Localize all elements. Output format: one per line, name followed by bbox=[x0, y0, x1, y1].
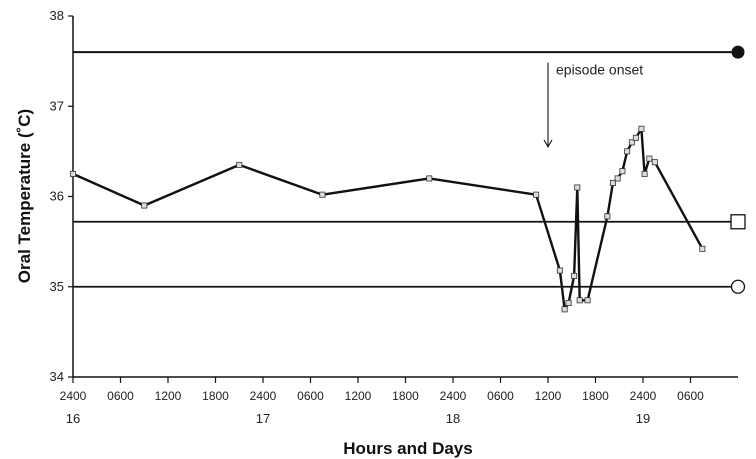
x-tick-label: 1800 bbox=[392, 389, 419, 403]
x-tick-label: 1200 bbox=[535, 389, 562, 403]
temperature-series bbox=[70, 125, 706, 313]
data-point bbox=[561, 306, 568, 313]
data-point bbox=[641, 170, 648, 177]
x-tick-label: 1200 bbox=[345, 389, 372, 403]
x-tick-label: 0600 bbox=[677, 389, 704, 403]
day-label: 16 bbox=[66, 411, 80, 426]
data-point bbox=[604, 213, 611, 220]
day-label: 17 bbox=[256, 411, 270, 426]
data-point bbox=[638, 125, 645, 132]
data-point bbox=[619, 168, 626, 175]
x-tick-label: 1200 bbox=[155, 389, 182, 403]
filled-circle-marker bbox=[731, 45, 745, 59]
y-tick-label: 34 bbox=[50, 369, 64, 384]
data-point bbox=[556, 267, 563, 274]
annotation-arrowhead bbox=[543, 139, 553, 148]
x-tick-label: 0600 bbox=[487, 389, 514, 403]
annotations: episode onset bbox=[543, 62, 643, 148]
data-point bbox=[628, 139, 635, 146]
x-tick-label: 0600 bbox=[297, 389, 324, 403]
data-point bbox=[646, 155, 653, 162]
x-axis: 2400 0600 1200 1800 2400 0600 1200 1800 2400 0600… bbox=[60, 377, 704, 426]
x-tick-label: 1800 bbox=[202, 389, 229, 403]
data-point bbox=[70, 170, 77, 177]
data-point bbox=[574, 184, 581, 191]
y-tick-label: 36 bbox=[50, 189, 64, 204]
data-point bbox=[576, 297, 583, 304]
data-point bbox=[624, 148, 631, 155]
data-point bbox=[426, 175, 433, 182]
x-tick-label: 0600 bbox=[107, 389, 134, 403]
x-tick-label: 2400 bbox=[60, 389, 87, 403]
data-point bbox=[609, 179, 616, 186]
y-tick-label: 38 bbox=[50, 8, 64, 23]
data-point bbox=[614, 175, 621, 182]
y-tick-label: 37 bbox=[50, 98, 64, 113]
open-circle-marker bbox=[730, 279, 746, 294]
x-tick-label: 1800 bbox=[582, 389, 609, 403]
x-tick-label: 2400 bbox=[630, 389, 657, 403]
reference-lines bbox=[73, 45, 746, 294]
x-axis-label: Hours and Days bbox=[343, 439, 472, 458]
y-axis-label: Oral Temperature (˚C) bbox=[15, 109, 34, 283]
data-point bbox=[584, 297, 591, 304]
open-square-marker bbox=[730, 214, 746, 230]
y-axis: 34 35 36 37 38 bbox=[50, 8, 73, 384]
day-label: 19 bbox=[636, 411, 650, 426]
data-point bbox=[533, 191, 540, 198]
data-point bbox=[699, 245, 706, 252]
y-tick-label: 35 bbox=[50, 279, 64, 294]
data-point bbox=[319, 191, 326, 198]
data-point bbox=[632, 134, 639, 141]
data-point bbox=[565, 299, 572, 306]
data-point bbox=[651, 159, 658, 166]
data-point bbox=[571, 272, 578, 279]
annotation-label: episode onset bbox=[556, 62, 643, 78]
data-point bbox=[236, 161, 243, 168]
day-label: 18 bbox=[446, 411, 460, 426]
data-point bbox=[141, 202, 148, 209]
x-tick-label: 2400 bbox=[250, 389, 277, 403]
x-tick-label: 2400 bbox=[440, 389, 467, 403]
